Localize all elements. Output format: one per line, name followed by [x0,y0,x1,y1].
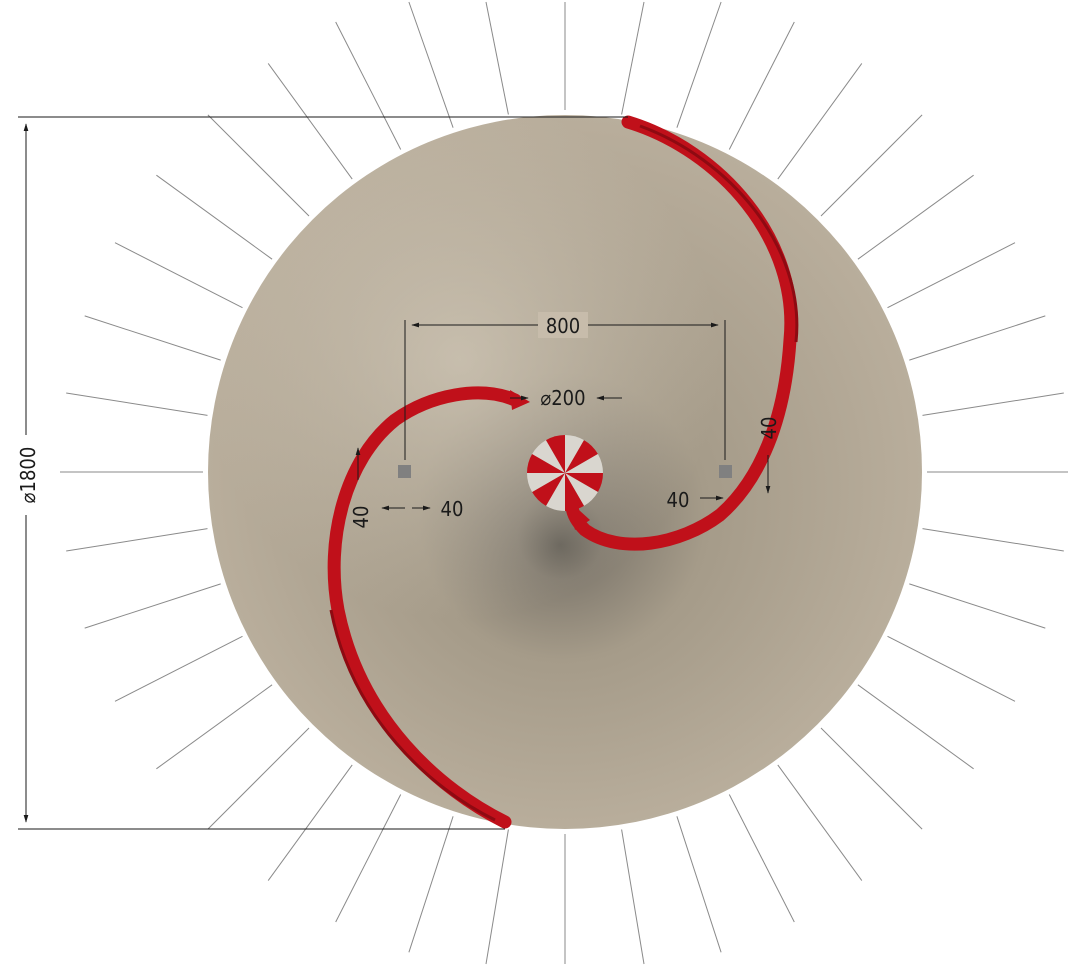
hub-wedge [565,473,598,506]
spiral-arm-left [327,386,522,829]
square-marker-left [398,465,411,478]
ray-line [922,528,1064,552]
ray-line [408,1,454,128]
ray-line [485,829,509,965]
ray-line [909,315,1046,361]
ray-line [777,63,863,180]
spiral-arrowhead-left [510,390,530,410]
dimension-right-offset [700,455,771,501]
ray-line [267,63,353,180]
ray-line [207,727,310,830]
ray-line [857,174,974,260]
ray-line [922,392,1064,416]
hub-wedge [546,435,565,473]
right-vertical-offset-label: 40 [757,417,781,440]
checkered-hub-icon [527,435,603,511]
dimension-left-offset [355,447,431,511]
left-horizontal-offset-label: 40 [441,497,464,521]
ray-line [114,242,243,309]
ray-line [820,727,923,830]
hub-wedge [532,440,565,473]
right-horizontal-offset-label: 40 [667,488,690,512]
ray-line [66,392,208,416]
ray-line [335,794,402,923]
hub-wedge [565,473,603,492]
square-marker-right [719,465,732,478]
hub-diameter-label: ⌀200 [540,386,585,410]
ray-line [887,635,1016,702]
ray-line [728,21,795,150]
ray-line [728,794,795,923]
hub-wedge [565,454,603,473]
ray-line [676,1,722,128]
outer-diameter-label: ⌀1800 [16,447,40,504]
hub-wedge [565,435,584,473]
hub-wedge [546,473,565,511]
ray-line [84,583,221,629]
left-vertical-offset-label: 40 [349,506,373,529]
spiral-arm-right [565,115,798,551]
ray-line [857,684,974,770]
ray-line [408,816,454,953]
ray-line [676,816,722,953]
spiral-arm-right-edge [639,124,799,343]
ray-line [887,242,1016,309]
ray-line [335,21,402,150]
ray-line [777,764,863,881]
hub-wedge [527,473,565,492]
radial-ray-lines [60,1,1068,965]
ray-line [156,174,273,260]
hub-wedge [565,440,598,473]
ray-line [66,528,208,552]
hub-wedge [532,473,565,506]
ray-line [485,1,509,115]
ray-line [114,635,243,702]
ray-line [267,764,353,881]
ray-line [820,114,923,217]
hub-wedge [527,454,565,473]
ray-line [84,315,221,361]
ray-line [156,684,273,770]
ray-line [207,114,310,217]
spiral-arm-left-edge [329,609,496,822]
ray-line [621,829,645,965]
hub-wedge [565,473,584,511]
center-spacing-label: 800 [546,314,580,338]
ray-line [621,1,645,115]
ray-line [909,583,1046,629]
